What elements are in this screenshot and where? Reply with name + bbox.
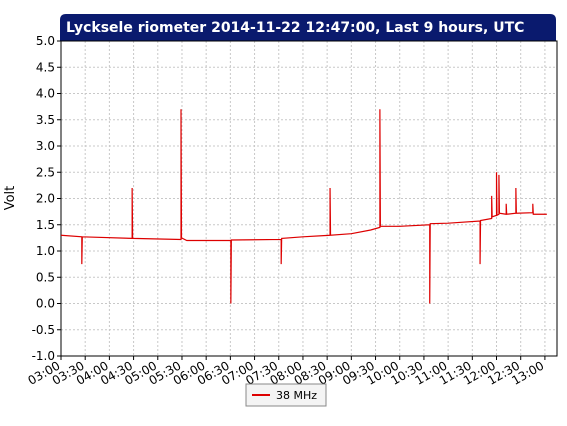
- y-tick-label: 1.0: [36, 244, 55, 258]
- y-tick-label: 2.0: [36, 192, 55, 206]
- plot-border: [60, 40, 558, 357]
- y-tick-label: 2.5: [36, 165, 55, 179]
- legend-label: 38 MHz: [276, 389, 317, 402]
- data-line: [60, 109, 547, 304]
- y-tick-label: 1.5: [36, 218, 55, 232]
- y-tick-label: 4.5: [36, 60, 55, 74]
- y-tick-label: -0.5: [32, 323, 55, 337]
- y-axis-label: Volt: [3, 186, 18, 211]
- title-banner: [60, 14, 556, 41]
- y-tick-label: -1.0: [32, 349, 55, 363]
- y-tick-label: 4.0: [36, 87, 55, 101]
- y-tick-label: 3.5: [36, 113, 55, 127]
- y-tick-label: 0.0: [36, 297, 55, 311]
- y-tick-label: 0.5: [36, 270, 55, 284]
- chart-title: Lycksele riometer 2014-11-22 12:47:00, L…: [66, 20, 524, 36]
- legend-box: [245, 383, 327, 407]
- y-tick-label: 5.0: [36, 34, 55, 48]
- y-tick-label: 3.0: [36, 139, 55, 153]
